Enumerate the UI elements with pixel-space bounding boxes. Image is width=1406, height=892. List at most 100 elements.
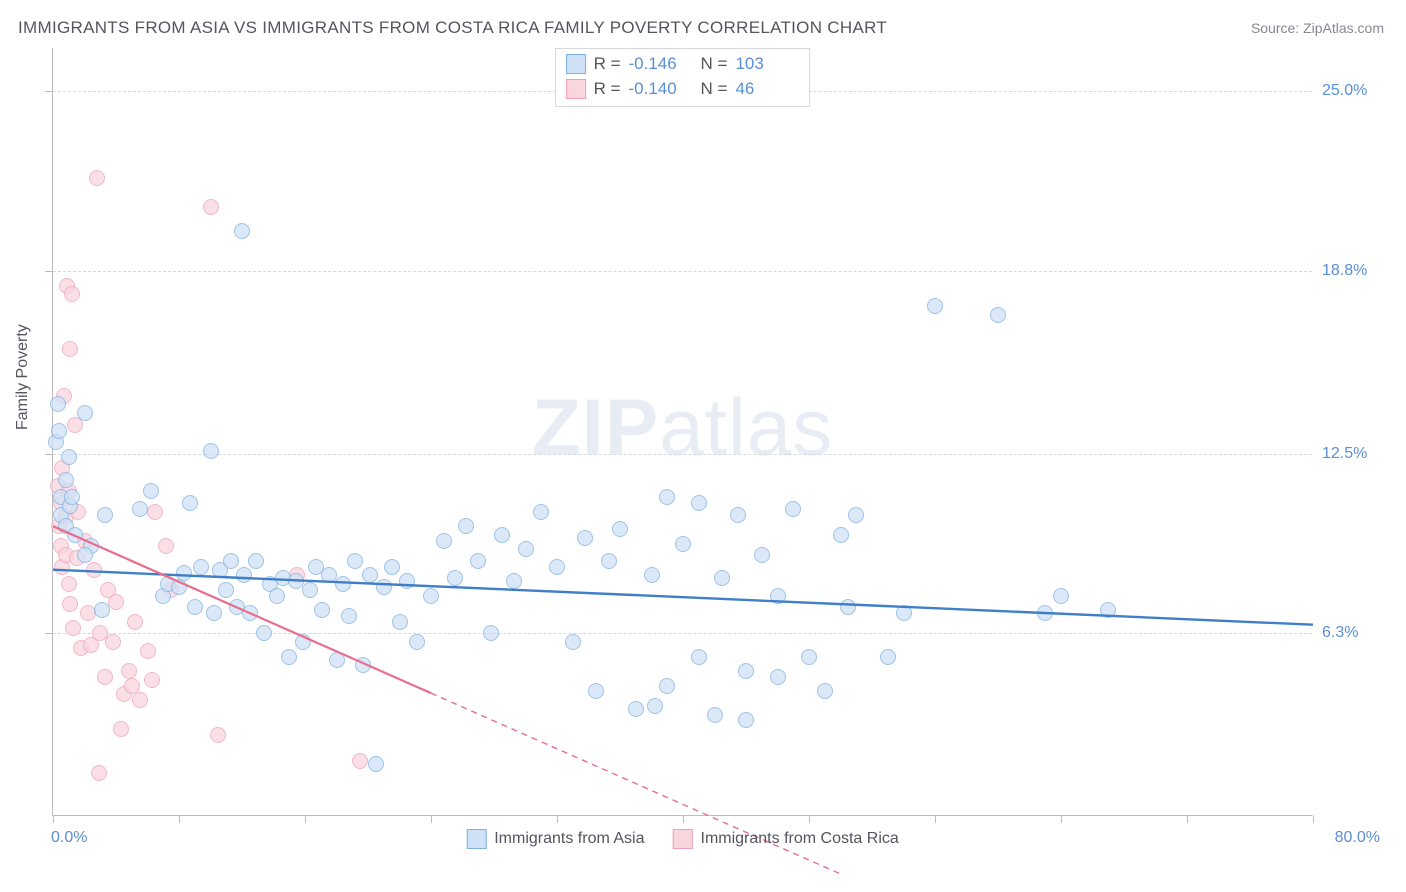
data-point bbox=[470, 553, 486, 569]
legend-stats-row-asia: R = -0.146 N = 103 bbox=[566, 52, 800, 77]
data-point bbox=[61, 449, 77, 465]
data-point bbox=[171, 579, 187, 595]
chart-plot-area: ZIPatlas 6.3%12.5%18.8%25.0% R = -0.146 … bbox=[52, 48, 1312, 816]
data-point bbox=[533, 504, 549, 520]
y-tick-label: 18.8% bbox=[1322, 262, 1382, 280]
data-point bbox=[187, 599, 203, 615]
data-point bbox=[335, 576, 351, 592]
data-point bbox=[140, 643, 156, 659]
swatch-asia bbox=[566, 54, 586, 74]
x-axis-max-label: 80.0% bbox=[1335, 829, 1380, 847]
data-point bbox=[612, 521, 628, 537]
data-point bbox=[113, 721, 129, 737]
data-point bbox=[295, 634, 311, 650]
data-point bbox=[89, 170, 105, 186]
data-point bbox=[738, 712, 754, 728]
data-point bbox=[549, 559, 565, 575]
data-point bbox=[494, 527, 510, 543]
data-point bbox=[193, 559, 209, 575]
data-point bbox=[51, 423, 67, 439]
data-point bbox=[182, 495, 198, 511]
data-point bbox=[158, 538, 174, 554]
data-point bbox=[97, 507, 113, 523]
data-point bbox=[218, 582, 234, 598]
data-point bbox=[376, 579, 392, 595]
watermark-a: ZIP bbox=[532, 382, 659, 471]
data-point bbox=[785, 501, 801, 517]
data-point bbox=[242, 605, 258, 621]
data-point bbox=[132, 692, 148, 708]
legend-n-label: N = bbox=[701, 52, 728, 77]
chart-title: IMMIGRANTS FROM ASIA VS IMMIGRANTS FROM … bbox=[18, 18, 887, 38]
data-point bbox=[483, 625, 499, 641]
y-tick-label: 25.0% bbox=[1322, 82, 1382, 100]
data-point bbox=[990, 307, 1006, 323]
data-point bbox=[659, 489, 675, 505]
data-point bbox=[105, 634, 121, 650]
data-point bbox=[628, 701, 644, 717]
legend-label-asia: Immigrants from Asia bbox=[494, 830, 644, 848]
data-point bbox=[256, 625, 272, 641]
data-point bbox=[447, 570, 463, 586]
data-point bbox=[691, 495, 707, 511]
data-point bbox=[436, 533, 452, 549]
data-point bbox=[738, 663, 754, 679]
data-point bbox=[368, 756, 384, 772]
legend-r-label: R = bbox=[594, 77, 621, 102]
data-point bbox=[144, 672, 160, 688]
data-point bbox=[127, 614, 143, 630]
y-axis-label: Family Poverty bbox=[14, 324, 32, 430]
data-point bbox=[347, 553, 363, 569]
data-point bbox=[206, 605, 222, 621]
data-point bbox=[409, 634, 425, 650]
data-point bbox=[880, 649, 896, 665]
data-point bbox=[62, 596, 78, 612]
data-point bbox=[77, 547, 93, 563]
data-point bbox=[314, 602, 330, 618]
trend-lines bbox=[53, 48, 1312, 815]
data-point bbox=[1037, 605, 1053, 621]
data-point bbox=[108, 594, 124, 610]
data-point bbox=[176, 565, 192, 581]
data-point bbox=[147, 504, 163, 520]
data-point bbox=[730, 507, 746, 523]
data-point bbox=[707, 707, 723, 723]
data-point bbox=[77, 405, 93, 421]
legend-r-label: R = bbox=[594, 52, 621, 77]
data-point bbox=[754, 547, 770, 563]
legend-stats-row-cr: R = -0.140 N = 46 bbox=[566, 77, 800, 102]
legend-asia-n: 103 bbox=[735, 52, 799, 77]
data-point bbox=[647, 698, 663, 714]
data-point bbox=[675, 536, 691, 552]
data-point bbox=[248, 553, 264, 569]
legend-cr-n: 46 bbox=[735, 77, 799, 102]
data-point bbox=[659, 678, 675, 694]
y-tick-label: 6.3% bbox=[1322, 624, 1382, 642]
data-point bbox=[565, 634, 581, 650]
data-point bbox=[840, 599, 856, 615]
data-point bbox=[1053, 588, 1069, 604]
data-point bbox=[58, 472, 74, 488]
data-point bbox=[329, 652, 345, 668]
data-point bbox=[132, 501, 148, 517]
data-point bbox=[50, 396, 66, 412]
data-point bbox=[64, 286, 80, 302]
swatch-costarica bbox=[673, 829, 693, 849]
data-point bbox=[601, 553, 617, 569]
data-point bbox=[577, 530, 593, 546]
watermark-b: atlas bbox=[659, 382, 833, 471]
data-point bbox=[210, 727, 226, 743]
swatch-costarica bbox=[566, 79, 586, 99]
data-point bbox=[817, 683, 833, 699]
data-point bbox=[384, 559, 400, 575]
data-point bbox=[223, 553, 239, 569]
data-point bbox=[67, 527, 83, 543]
data-point bbox=[691, 649, 707, 665]
data-point bbox=[644, 567, 660, 583]
data-point bbox=[121, 663, 137, 679]
x-axis-min-label: 0.0% bbox=[51, 829, 87, 847]
data-point bbox=[61, 576, 77, 592]
data-point bbox=[97, 669, 113, 685]
legend-item-asia: Immigrants from Asia bbox=[466, 829, 644, 849]
data-point bbox=[341, 608, 357, 624]
